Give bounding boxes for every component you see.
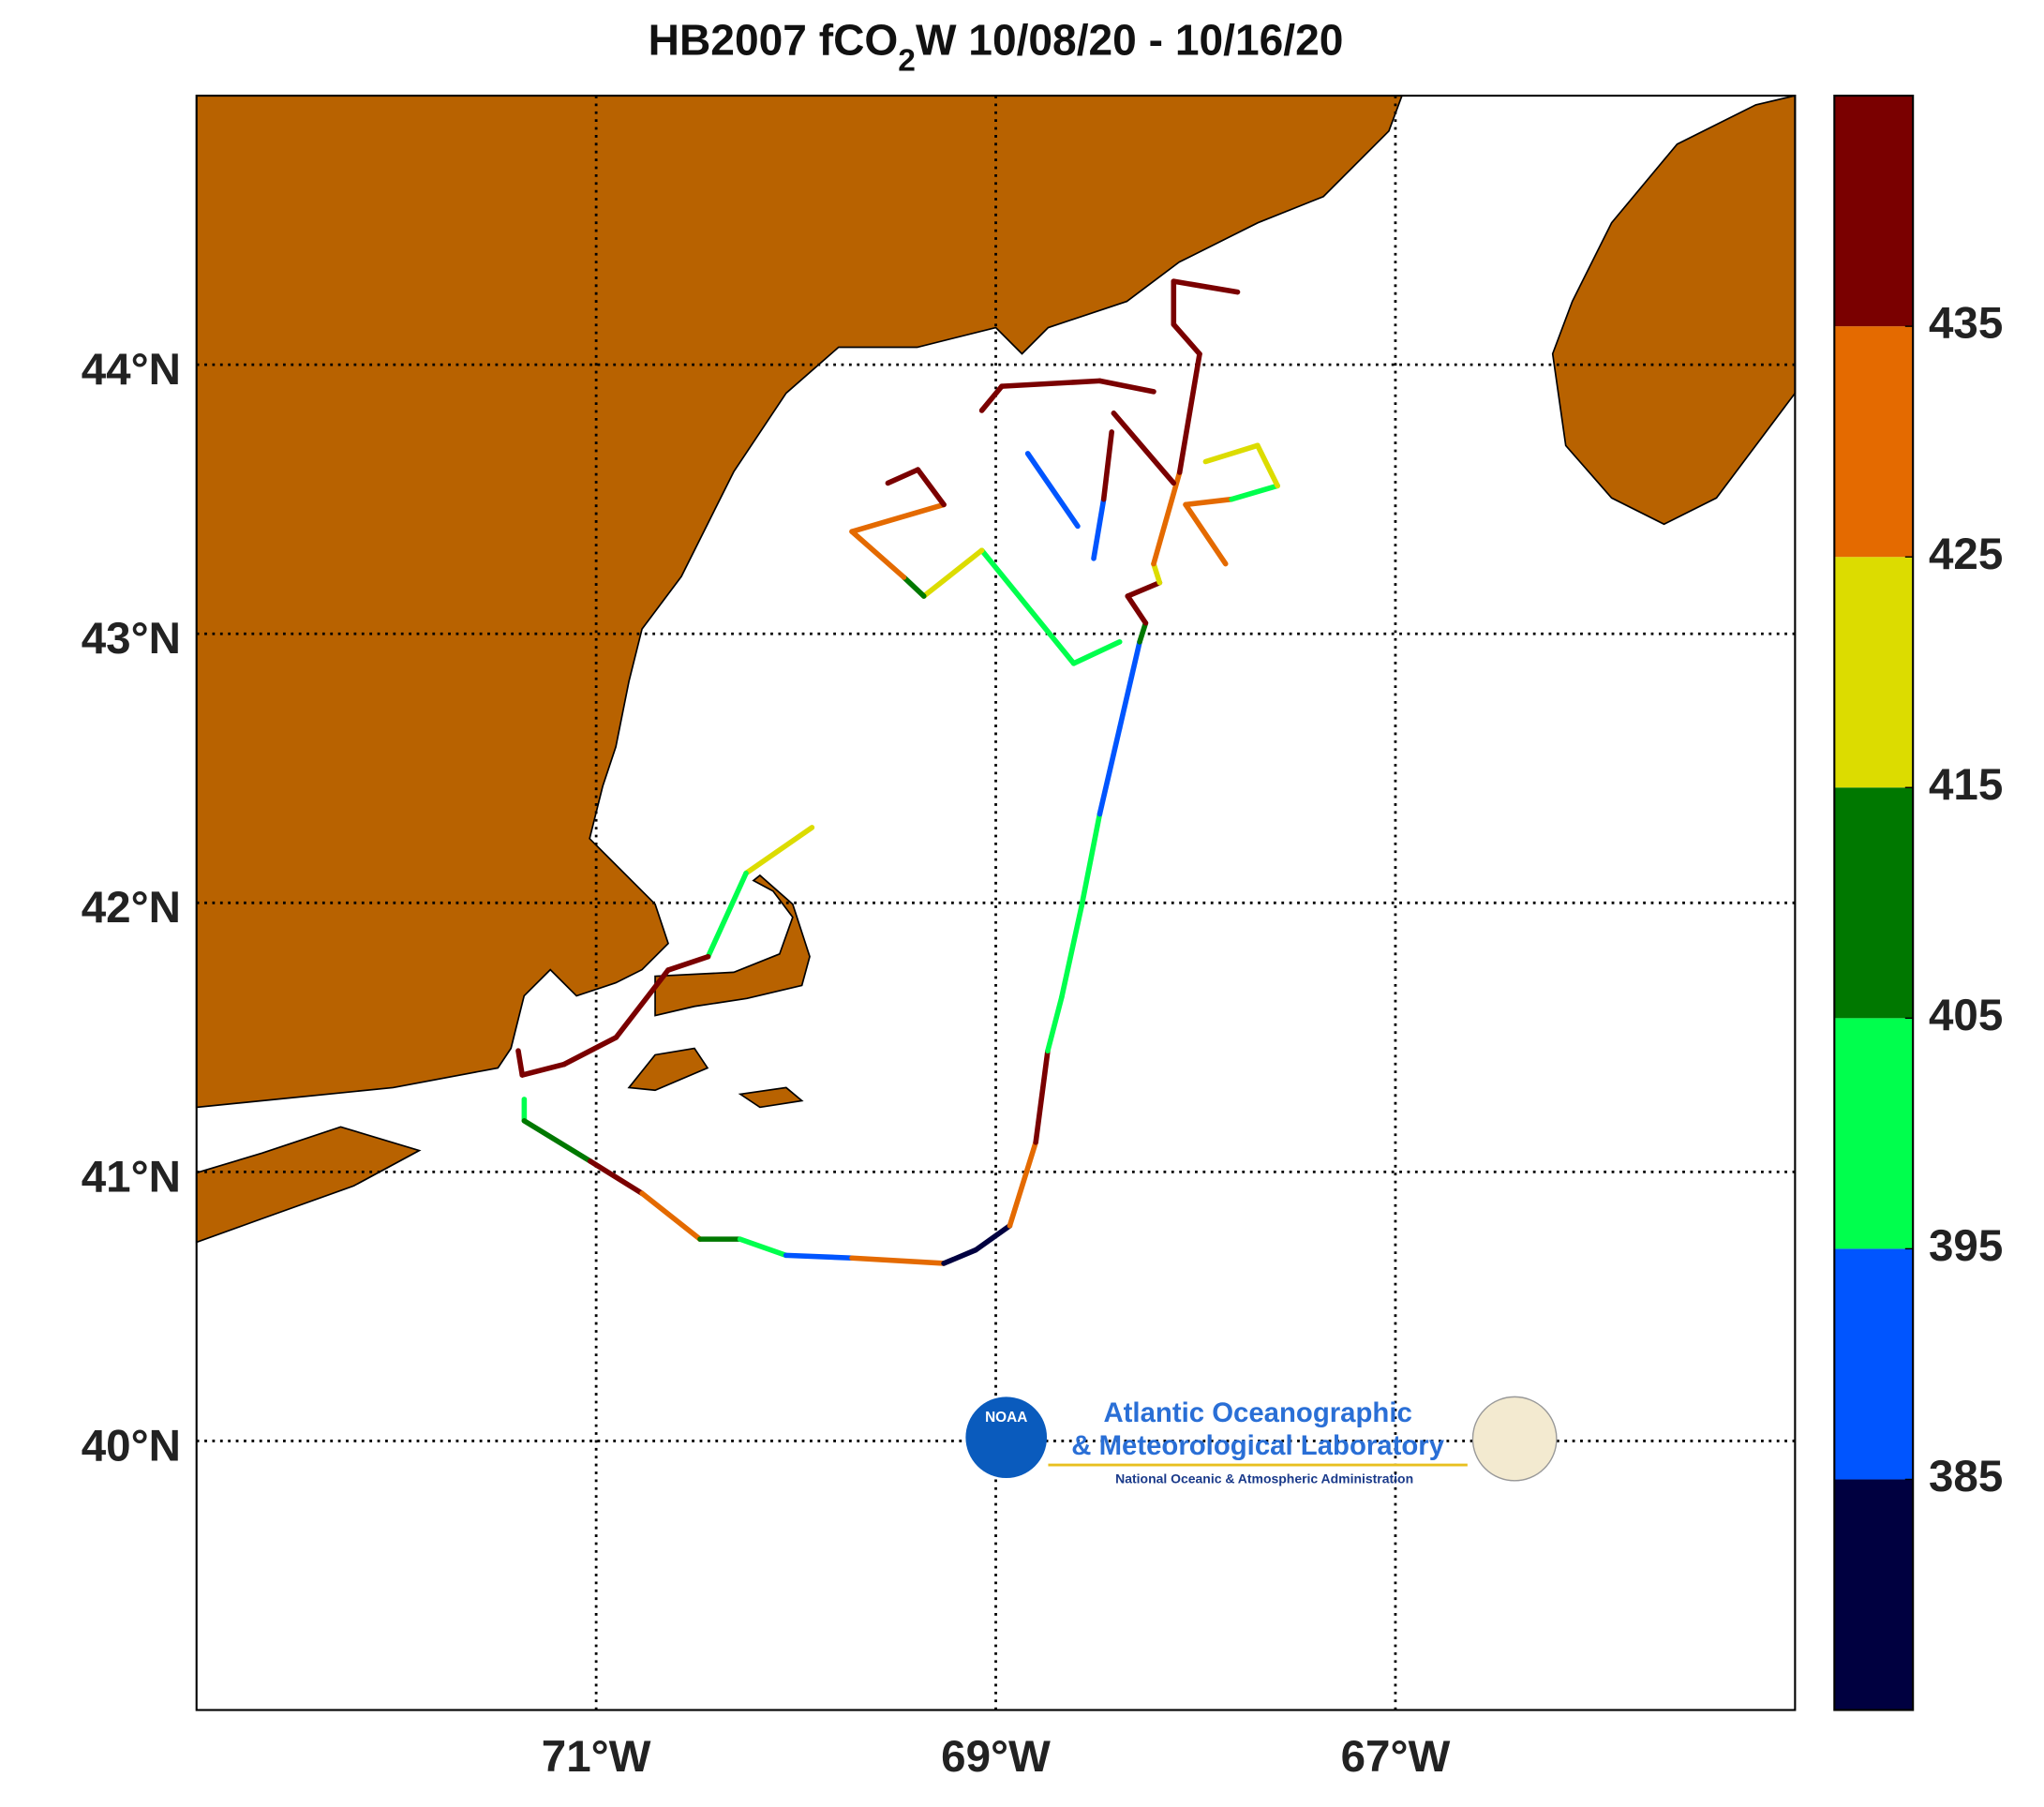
track-segment	[941, 1247, 979, 1266]
track-segment	[1202, 442, 1261, 465]
track-segment	[1097, 724, 1123, 817]
colorbar-band	[1834, 96, 1914, 327]
colorbar-band	[1834, 326, 1914, 558]
track-segment	[1059, 903, 1085, 1000]
track-segment	[1100, 429, 1114, 502]
track	[515, 278, 1280, 1266]
track-segment	[1125, 579, 1163, 599]
track-segment	[849, 529, 907, 580]
x-tick-label: 67°W	[1341, 1732, 1451, 1782]
colorbar-label: 385	[1929, 1452, 2003, 1501]
track-segment	[1111, 411, 1177, 486]
track-segment	[561, 1035, 619, 1068]
marthas-vineyard	[627, 1047, 709, 1092]
track-segment	[639, 1190, 703, 1242]
track-segment	[849, 501, 947, 534]
colorbar-label: 395	[1929, 1221, 2003, 1271]
cape-cod	[654, 874, 811, 1017]
track-segment	[1024, 451, 1081, 530]
track-segment	[1007, 1139, 1038, 1229]
colorbar-band	[1834, 1479, 1914, 1710]
colorbar-band	[1834, 787, 1914, 1019]
track-segment	[1033, 1048, 1051, 1145]
track-segment	[1070, 639, 1123, 666]
track-segment	[849, 1255, 947, 1266]
colorbar-label: 425	[1929, 530, 2003, 579]
track-segment	[1183, 496, 1234, 508]
noaa-badge-text: NOAA	[985, 1410, 1027, 1426]
y-tick-label: 40°N	[82, 1421, 181, 1471]
y-tick-label: 43°N	[82, 614, 181, 664]
track-segment	[1171, 278, 1241, 295]
track-segment	[783, 1252, 855, 1262]
title-text: W 10/08/20 - 10/16/20	[916, 16, 1343, 65]
track-segment	[1125, 593, 1149, 626]
logo: NOAA Atlantic Oceanographic & Meteorolog…	[965, 1396, 1558, 1486]
track-segment	[915, 467, 947, 508]
colorbar-frame	[1833, 95, 1915, 1711]
title-text: HB2007 fCO	[649, 16, 899, 65]
track-segment	[978, 547, 1077, 666]
colorbar-label: 415	[1929, 760, 2003, 810]
track-segment	[613, 967, 671, 1040]
track-segment	[999, 378, 1103, 389]
y-tick-label: 44°N	[82, 345, 181, 395]
track-segment	[1091, 496, 1107, 561]
noaa-badge	[965, 1396, 1048, 1479]
track-segment	[1151, 560, 1163, 586]
track-segment	[587, 1158, 645, 1197]
track-segment	[737, 1236, 789, 1259]
track-segment	[1176, 351, 1202, 475]
track-segment	[920, 547, 985, 599]
track-segment	[1171, 321, 1202, 357]
colorbar-band	[1834, 1248, 1914, 1480]
track-segment	[1116, 639, 1142, 731]
track-segment	[743, 825, 815, 876]
long-island	[195, 1126, 422, 1244]
map-title: HB2007 fCO2W 10/08/20 - 10/16/20	[649, 16, 1344, 79]
track-segment	[1229, 483, 1280, 502]
track-segment	[885, 467, 921, 486]
land	[195, 95, 1797, 1244]
nantucket	[738, 1086, 804, 1109]
track-segment	[515, 1048, 526, 1078]
colorbar: 385 395 405 415 425 435	[1833, 95, 2003, 1711]
track-segment	[521, 1118, 593, 1164]
y-tick-label: 42°N	[82, 883, 181, 933]
logo-line: & Meteorological Laboratory	[1071, 1430, 1445, 1461]
map-frame	[195, 95, 1797, 1711]
nova-scotia	[1551, 95, 1797, 526]
aoml-seal	[1471, 1396, 1558, 1482]
track-segment	[1151, 470, 1183, 567]
title-subscript: 2	[898, 44, 916, 79]
colorbar-label: 405	[1929, 991, 2003, 1040]
colorbar-band	[1834, 1018, 1914, 1249]
x-tick-label: 69°W	[941, 1732, 1051, 1782]
track-segment	[1137, 620, 1149, 645]
x-tick-label: 71°W	[542, 1732, 651, 1782]
logo-line: National Oceanic & Atmospheric Administr…	[1115, 1471, 1413, 1486]
colorbar-band	[1834, 557, 1914, 788]
track-segment	[705, 870, 749, 960]
new-england	[195, 95, 1404, 1109]
track-segment	[665, 953, 711, 973]
track-segment	[978, 383, 1005, 413]
track-segment	[1183, 501, 1229, 567]
y-tick-label: 41°N	[82, 1152, 181, 1202]
track-segment	[973, 1222, 1013, 1253]
logo-line: Atlantic Oceanographic	[1103, 1397, 1411, 1428]
track-segment	[901, 575, 927, 599]
colorbar-label: 435	[1929, 299, 2003, 349]
track-segment	[1079, 811, 1103, 908]
track-segment	[1045, 993, 1065, 1053]
track-segment	[519, 1061, 567, 1078]
track-segment	[1255, 442, 1280, 489]
track-segment	[1097, 378, 1156, 395]
